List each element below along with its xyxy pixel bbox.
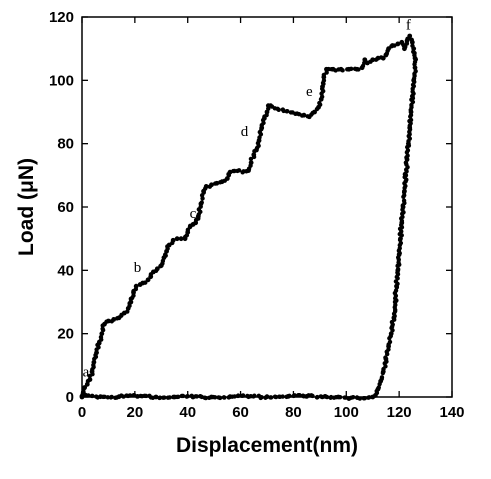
y-tick-label: 40 — [57, 262, 74, 279]
data-point — [200, 200, 204, 204]
x-tick-label: 60 — [232, 404, 249, 421]
data-point — [387, 336, 391, 340]
annotation-label: c — [190, 206, 197, 222]
x-tick-label: 40 — [179, 404, 196, 421]
data-point — [401, 195, 405, 199]
data-point — [315, 395, 319, 399]
data-point — [362, 396, 366, 400]
x-tick-label: 80 — [285, 404, 302, 421]
data-point — [166, 395, 170, 399]
data-point — [340, 68, 344, 72]
data-point — [277, 108, 281, 112]
data-point — [227, 395, 231, 399]
data-point — [240, 394, 244, 398]
data-point — [263, 396, 267, 400]
data-point — [94, 394, 98, 398]
data-point — [257, 394, 261, 398]
data-point — [349, 67, 353, 71]
x-tick-label: 140 — [439, 404, 464, 421]
data-point — [355, 395, 359, 399]
data-point — [189, 394, 193, 398]
annotation-label: a — [83, 364, 90, 380]
data-point — [273, 395, 277, 399]
y-tick-label: 80 — [57, 136, 74, 153]
data-point — [343, 395, 347, 399]
data-point — [284, 395, 288, 399]
x-tick-label: 0 — [78, 404, 86, 421]
data-series — [80, 34, 418, 401]
x-tick-label: 100 — [334, 404, 359, 421]
x-axis-title: Displacement(nm) — [176, 434, 358, 457]
plot-frame — [82, 17, 452, 397]
axis-ticks — [82, 17, 452, 397]
plot-border — [82, 17, 452, 397]
annotations: a b c d e f — [83, 18, 411, 381]
annotation-label: b — [134, 260, 142, 276]
y-tick-label: 60 — [57, 199, 74, 216]
data-point — [291, 394, 295, 398]
y-tick-label: 120 — [49, 9, 74, 26]
data-point — [80, 394, 85, 399]
y-axis-title: Load (μN) — [15, 158, 38, 256]
annotation-label: d — [241, 124, 249, 140]
x-tick-label: 120 — [387, 404, 412, 421]
data-point — [222, 395, 226, 399]
annotation-label: f — [406, 18, 411, 34]
x-tick-label: 20 — [127, 404, 144, 421]
data-point — [245, 394, 249, 398]
y-tick-label: 100 — [49, 72, 74, 89]
annotation-label: e — [306, 84, 313, 100]
data-point — [381, 371, 385, 375]
y-tick-label: 20 — [57, 326, 74, 343]
y-tick-label: 0 — [66, 389, 74, 406]
data-point — [185, 394, 189, 398]
